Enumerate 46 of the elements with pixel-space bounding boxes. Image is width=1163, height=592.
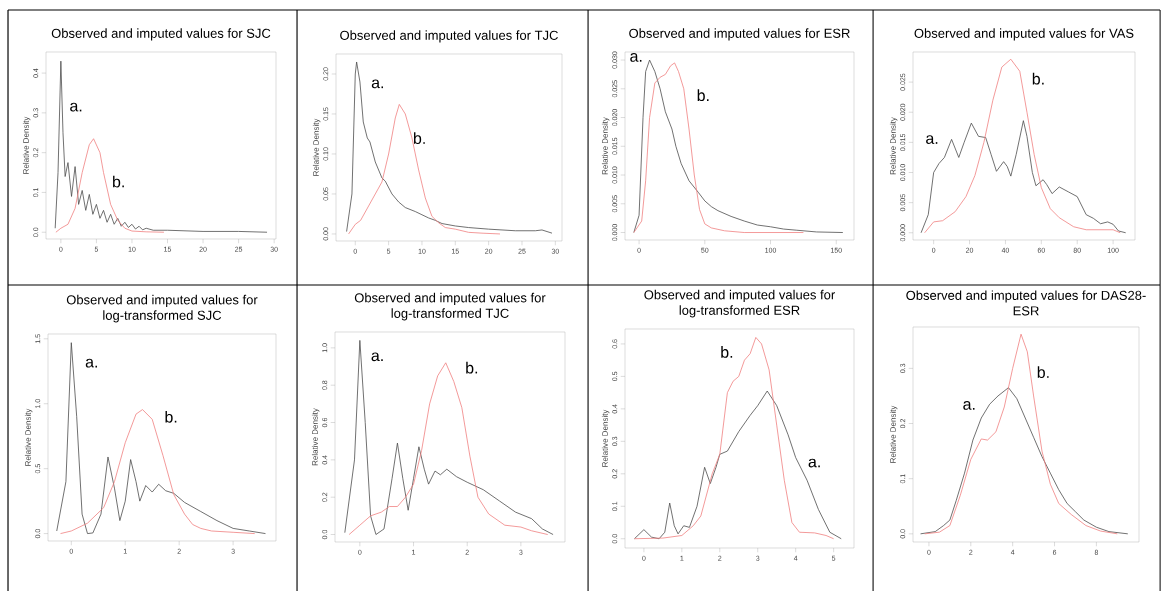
chart-title: Observed and imputed values for DAS28- ESR (906, 290, 1146, 316)
chart-title: Observed and imputed values for log-transformed TJC (354, 293, 546, 321)
line-series (56, 342, 266, 535)
chart-title: Observed and imputed values for log-transformed ESR (644, 290, 835, 318)
y-axis-title: Relative Density (601, 117, 610, 175)
chart-title: Observed and imputed values for VAS (914, 28, 1134, 41)
line-series (348, 362, 549, 536)
y-axis-title: Relative Density (312, 118, 321, 176)
annotation: b. (165, 411, 177, 423)
annotation: b. (1032, 73, 1044, 85)
line-series (344, 340, 554, 536)
y-axis-title: Relative Density (601, 409, 610, 467)
line-series (348, 104, 501, 235)
annotation: b. (466, 362, 478, 374)
line-series (924, 333, 1118, 535)
line-series (633, 62, 804, 234)
line-series (54, 60, 268, 233)
annotation: a. (70, 102, 82, 112)
annotation: a. (926, 135, 938, 145)
annotation: a. (85, 359, 97, 368)
annotation: a. (630, 53, 642, 63)
chart-title: Observed and imputed values for ESR (629, 28, 850, 41)
line-series (634, 337, 835, 540)
line-series (346, 61, 553, 234)
chart-title: Observed and imputed values for TJC (340, 30, 558, 43)
line-series (634, 390, 842, 540)
annotation: b. (721, 346, 733, 359)
y-axis-title: Relative Density (22, 116, 31, 174)
annotation: b. (1037, 366, 1049, 379)
annotation: b. (113, 175, 124, 188)
line-series (60, 409, 256, 535)
annotation: a. (808, 458, 820, 468)
annotation: a. (963, 401, 975, 411)
annotation: b. (413, 132, 425, 145)
line-series (920, 387, 1129, 535)
annotation: a. (371, 79, 384, 89)
chart-title: Observed and imputed values for SJC (51, 28, 271, 41)
y-axis-title: Relative Density (889, 117, 898, 175)
chart-title: Observed and imputed values for log-transformed SJC (66, 295, 258, 323)
annotation: a. (371, 352, 383, 362)
line-series (920, 120, 1127, 234)
y-axis-title: Relative Density (24, 408, 33, 466)
annotation: b. (697, 89, 709, 102)
y-axis-title: Relative Density (311, 408, 320, 466)
line-series (55, 138, 165, 233)
y-axis-title: Relative Density (889, 405, 898, 463)
